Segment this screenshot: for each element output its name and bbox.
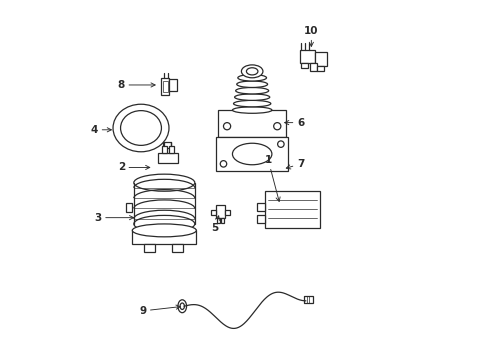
Ellipse shape (178, 300, 187, 313)
Bar (265, 191, 320, 228)
Text: 5: 5 (211, 216, 220, 233)
Text: 1: 1 (265, 155, 280, 202)
Bar (169, 79, 177, 91)
Bar (163, 81, 168, 93)
Ellipse shape (238, 75, 267, 81)
Ellipse shape (113, 104, 169, 152)
Ellipse shape (232, 107, 272, 113)
Ellipse shape (134, 215, 195, 233)
Ellipse shape (278, 141, 284, 147)
Text: 10: 10 (304, 26, 319, 46)
Bar (132, 230, 196, 244)
Ellipse shape (234, 100, 271, 107)
Text: 7: 7 (286, 159, 304, 169)
Ellipse shape (274, 123, 281, 130)
Ellipse shape (121, 111, 161, 145)
Bar (225, 211, 230, 215)
Bar (161, 78, 169, 95)
Bar (211, 211, 216, 215)
Ellipse shape (134, 174, 195, 191)
Ellipse shape (132, 224, 196, 237)
Bar (257, 215, 265, 223)
Bar (145, 244, 155, 252)
Bar (216, 205, 225, 218)
Ellipse shape (180, 303, 184, 310)
Bar (310, 63, 317, 71)
Bar (317, 66, 324, 71)
Ellipse shape (242, 65, 263, 78)
Bar (257, 203, 265, 211)
Bar (172, 244, 183, 252)
Text: 9: 9 (139, 305, 180, 316)
Bar (169, 145, 173, 153)
Ellipse shape (223, 123, 231, 130)
Ellipse shape (235, 94, 270, 100)
Bar (301, 63, 308, 68)
Bar (299, 50, 315, 63)
Bar (315, 51, 327, 66)
Text: 4: 4 (91, 125, 111, 135)
Text: 8: 8 (118, 80, 155, 90)
Bar (158, 153, 178, 163)
Bar (221, 218, 224, 223)
Bar (217, 218, 220, 223)
Ellipse shape (236, 87, 269, 94)
Text: 2: 2 (118, 162, 150, 172)
Ellipse shape (246, 68, 258, 75)
Bar (126, 203, 132, 212)
Ellipse shape (232, 143, 272, 165)
Ellipse shape (237, 81, 268, 87)
Text: 6: 6 (285, 118, 304, 128)
Bar (164, 143, 171, 148)
Bar (218, 110, 286, 137)
Bar (216, 137, 288, 171)
Bar (304, 296, 313, 303)
Text: 3: 3 (95, 213, 134, 222)
Ellipse shape (220, 161, 227, 167)
Bar (162, 145, 167, 153)
